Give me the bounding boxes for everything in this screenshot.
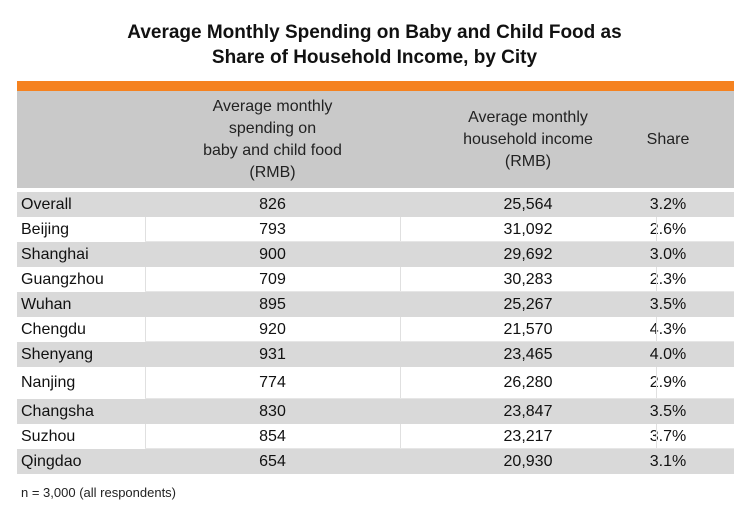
- cell-spending: 826: [259, 195, 286, 213]
- chart-title: Average Monthly Spending on Baby and Chi…: [0, 20, 749, 70]
- sample-note: n = 3,000 (all respondents): [21, 485, 177, 500]
- cell-spending: 830: [259, 402, 286, 420]
- cell-income: 31,092: [503, 220, 553, 238]
- cell-city: Qingdao: [21, 452, 82, 470]
- table-row: Shenyang 931 23,465 4.0%: [17, 342, 734, 367]
- column-divider: [145, 267, 146, 292]
- column-divider: [400, 317, 401, 342]
- table-row: Beijing 793 31,092 2.6%: [17, 217, 734, 242]
- cell-share: 2.9%: [649, 374, 687, 391]
- chart-title-line-1: Average Monthly Spending on Baby and Chi…: [127, 22, 622, 43]
- header-city: [17, 91, 145, 188]
- column-divider: [145, 217, 146, 242]
- cell-income: 23,847: [503, 402, 553, 420]
- header-spending-label: Average monthly spending on baby and chi…: [203, 97, 342, 181]
- row-divider: [145, 241, 734, 242]
- cell-share: 3.1%: [649, 452, 687, 470]
- cell-city: Chengdu: [21, 320, 86, 338]
- header-share-label: Share: [646, 130, 690, 148]
- cell-income: 25,267: [503, 295, 553, 313]
- cell-share: 4.3%: [649, 320, 687, 338]
- cell-city: Shanghai: [21, 245, 89, 263]
- cell-income: 26,280: [503, 374, 553, 391]
- cell-income: 21,570: [503, 320, 553, 338]
- column-divider: [656, 267, 657, 292]
- row-divider: [145, 341, 734, 342]
- cell-city: Nanjing: [21, 374, 76, 391]
- table-row: Guangzhou 709 30,283 2.3%: [17, 267, 734, 292]
- column-divider: [656, 424, 657, 449]
- cell-income: 25,564: [503, 195, 553, 213]
- cell-spending: 920: [259, 320, 286, 338]
- column-divider: [400, 424, 401, 449]
- cell-spending: 900: [259, 245, 286, 263]
- cell-spending: 774: [259, 374, 286, 391]
- cell-income: 29,692: [503, 245, 553, 263]
- cell-spending: 654: [259, 452, 286, 470]
- header-income-label: Average monthly household income (RMB): [463, 108, 593, 170]
- column-divider: [400, 267, 401, 292]
- cell-share: 4.0%: [649, 345, 687, 363]
- table-row: Overall 826 25,564 3.2%: [17, 192, 734, 217]
- header-share: Share: [616, 91, 720, 188]
- column-divider: [656, 317, 657, 342]
- cell-share: 3.5%: [649, 402, 687, 420]
- table-row: Changsha 830 23,847 3.5%: [17, 399, 734, 424]
- cell-share: 3.2%: [649, 195, 687, 213]
- cell-spending: 895: [259, 295, 286, 313]
- row-divider: [145, 291, 734, 292]
- column-divider: [656, 367, 657, 399]
- cell-city: Guangzhou: [21, 270, 104, 288]
- column-divider: [400, 217, 401, 242]
- table-row: Qingdao 654 20,930 3.1%: [17, 449, 734, 474]
- cell-income: 20,930: [503, 452, 553, 470]
- column-divider: [145, 317, 146, 342]
- column-divider: [145, 424, 146, 449]
- cell-share: 2.6%: [649, 220, 687, 238]
- header-spending: Average monthly spending on baby and chi…: [145, 91, 400, 188]
- table-row: Shanghai 900 29,692 3.0%: [17, 242, 734, 267]
- table-body: Overall 826 25,564 3.2% Beijing 793 31,092 2.6%…: [17, 192, 734, 474]
- cell-city: Changsha: [21, 402, 94, 420]
- cell-share: 2.3%: [649, 270, 687, 288]
- column-divider: [400, 367, 401, 399]
- cell-spending: 793: [259, 220, 286, 238]
- cell-spending: 854: [259, 427, 286, 445]
- table-row: Wuhan 895 25,267 3.5%: [17, 292, 734, 317]
- cell-income: 30,283: [503, 270, 553, 288]
- cell-city: Shenyang: [21, 345, 94, 363]
- cell-city: Overall: [21, 195, 72, 213]
- table-row: Chengdu 920 21,570 4.3%: [17, 317, 734, 342]
- cell-share: 3.5%: [649, 295, 687, 313]
- table-row: Suzhou 854 23,217 3.7%: [17, 424, 734, 449]
- column-divider: [656, 217, 657, 242]
- cell-city: Suzhou: [21, 427, 76, 445]
- cell-city: Wuhan: [21, 295, 72, 313]
- row-divider: [145, 448, 734, 449]
- cell-share: 3.0%: [649, 245, 687, 263]
- accent-bar: [17, 81, 734, 91]
- table-header: Average monthly spending on baby and chi…: [17, 91, 734, 188]
- row-divider: [145, 398, 734, 399]
- cell-spending: 709: [259, 270, 286, 288]
- cell-income: 23,217: [503, 427, 553, 445]
- chart-title-line-2: Share of Household Income, by City: [211, 47, 538, 68]
- header-income: Average monthly household income (RMB): [400, 91, 656, 188]
- column-divider: [145, 367, 146, 399]
- cell-city: Beijing: [21, 220, 70, 238]
- cell-spending: 931: [259, 345, 286, 363]
- cell-share: 3.7%: [649, 427, 687, 445]
- cell-income: 23,465: [503, 345, 553, 363]
- table-row: Nanjing 774 26,280 2.9%: [17, 367, 734, 399]
